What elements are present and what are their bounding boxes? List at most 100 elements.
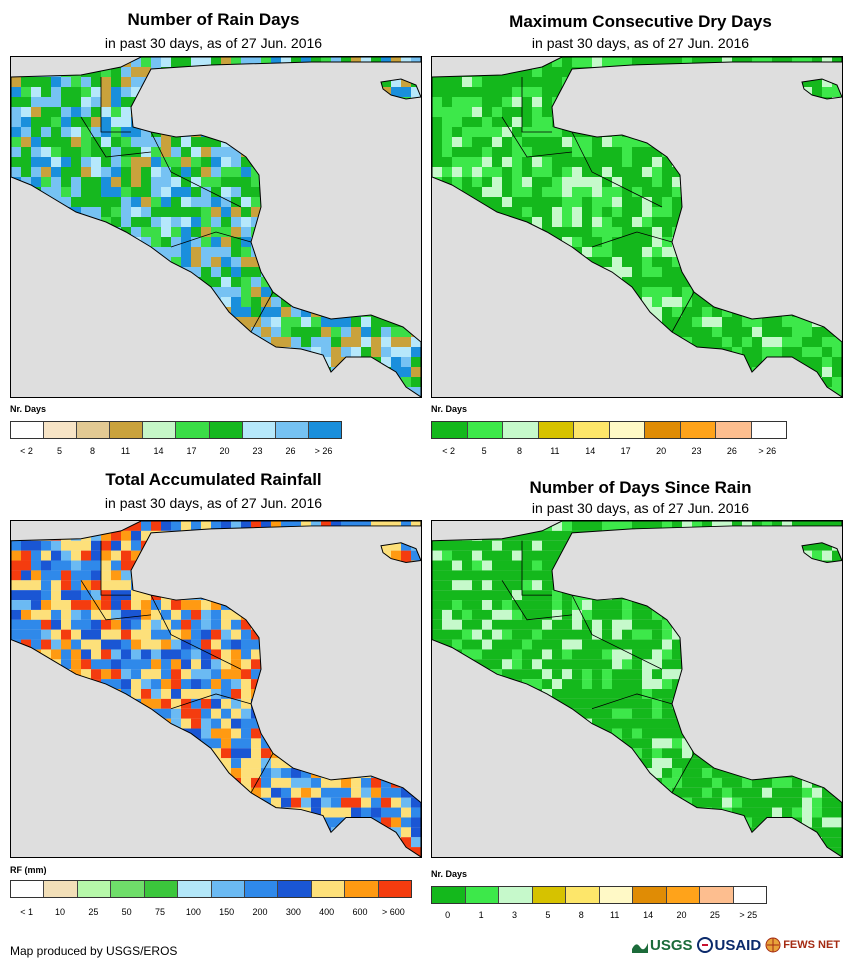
map-canvas (11, 521, 421, 857)
country-border (501, 116, 573, 158)
legend-label: 3 (511, 910, 518, 920)
country-border (100, 77, 131, 133)
legend-label: 5 (545, 910, 551, 920)
legend-labels: < 2 5 8 11 14 17 20 23 26 > 26 (10, 446, 340, 458)
legend-swatch (144, 881, 179, 897)
legend-label: < 2 (20, 446, 33, 456)
fewsnet-globe-icon (765, 937, 781, 953)
legend-title: Nr. Days (10, 404, 47, 414)
legend-swatch (244, 881, 279, 897)
legend-label: 8 (89, 446, 96, 456)
panel-days-since-rain: Number of Days Since Rain in past 30 day… (427, 470, 854, 930)
legend-swatch (242, 422, 276, 438)
legend-label: 10 (54, 907, 66, 917)
legend-swatch (11, 422, 45, 438)
map-credit: Map produced by USGS/EROS (10, 944, 178, 958)
legend-labels: < 2 5 8 11 14 17 20 23 26 > 26 (431, 446, 785, 458)
country-border (521, 77, 552, 133)
total-rainfall-map (10, 520, 422, 858)
land-grid (11, 521, 421, 857)
legend-swatch (680, 422, 716, 438)
legend-title: RF (mm) (10, 865, 47, 875)
country-border (150, 131, 242, 208)
legend-swatch (633, 887, 667, 903)
rain-days-map (10, 56, 422, 398)
legend-label: 20 (219, 446, 230, 456)
legend-swatch (666, 887, 700, 903)
legend-swatch (609, 422, 645, 438)
legend-swatch (178, 881, 212, 897)
legend-label: 26 (285, 446, 296, 456)
fewsnet-text: FEWS NET (783, 939, 841, 951)
coastline (801, 78, 842, 100)
land-grid (11, 57, 421, 397)
legend-bar (431, 421, 787, 439)
legend-label: 200 (252, 907, 268, 917)
country-border (591, 231, 673, 248)
legend-swatch (111, 881, 145, 897)
legend-label: 25 (88, 907, 99, 917)
legend-swatch (77, 422, 111, 438)
country-border (571, 594, 663, 670)
legend-label: 600 (352, 907, 368, 917)
legend-label: 11 (120, 446, 131, 456)
legend-label: 5 (56, 446, 63, 456)
legend-bar (10, 421, 342, 439)
panel-title: Number of Days Since Rain (529, 478, 752, 497)
legend-swatch (209, 422, 243, 438)
legend-label: 8 (516, 446, 523, 456)
legend-swatch (345, 881, 379, 897)
legend-swatch (733, 887, 766, 903)
legend-swatch (716, 422, 752, 438)
legend-labels: 0 1 3 5 8 11 14 20 25 > 25 (431, 910, 765, 922)
panel-max-dry-days: Maximum Consecutive Dry Days in past 30 … (427, 0, 854, 470)
legend-swatch (503, 422, 539, 438)
legend-label: 11 (610, 910, 620, 920)
usaid-text: USAID (714, 936, 762, 954)
coastline (432, 521, 842, 857)
legend-swatch (499, 887, 533, 903)
legend-swatch (467, 422, 503, 438)
legend-swatch (77, 881, 112, 897)
country-border (250, 291, 274, 333)
legend-label: 100 (185, 907, 201, 917)
land-grid (432, 521, 842, 857)
legend-swatch (275, 422, 309, 438)
legend-label: 11 (550, 446, 560, 456)
legend-swatch (308, 422, 341, 438)
legend-swatch (465, 887, 499, 903)
legend-swatch (143, 422, 177, 438)
legend-label: 14 (643, 910, 654, 920)
coastline (380, 542, 421, 564)
legend-swatch (278, 881, 312, 897)
country-border (671, 753, 695, 793)
legend-swatch (378, 881, 412, 897)
usaid-logo: USAID (696, 936, 762, 954)
country-border (170, 231, 252, 248)
legend-swatch (311, 881, 346, 897)
legend-label: 1 (478, 910, 484, 920)
legend-swatch (532, 887, 566, 903)
days-since-rain-map (431, 520, 843, 858)
legend-label: 23 (252, 446, 263, 456)
legend-labels: < 1 10 25 50 75 100 150 200 300 400 600 > 600 (10, 907, 410, 919)
legend-swatch (44, 881, 78, 897)
coastline (11, 57, 421, 397)
coastline (380, 78, 421, 100)
legend-swatch (538, 422, 574, 438)
legend-label: 20 (656, 446, 667, 456)
panel-subtitle: in past 30 days, as of 27 Jun. 2016 (531, 500, 750, 516)
panel-subtitle: in past 30 days, as of 27 Jun. 2016 (104, 495, 323, 511)
legend-label: > 26 (758, 446, 777, 456)
map-canvas (432, 57, 842, 397)
land-grid (432, 57, 842, 397)
legend-label: 5 (481, 446, 487, 456)
legend-label: > 25 (739, 910, 758, 920)
country-border (80, 580, 152, 621)
coastline (11, 521, 421, 857)
panel-subtitle: in past 30 days, as of 27 Jun. 2016 (531, 35, 750, 51)
legend-swatch (11, 881, 45, 897)
panel-subtitle: in past 30 days, as of 27 Jun. 2016 (104, 35, 323, 51)
legend-swatch (432, 422, 468, 438)
fewsnet-logo: FEWS NET (765, 937, 840, 953)
